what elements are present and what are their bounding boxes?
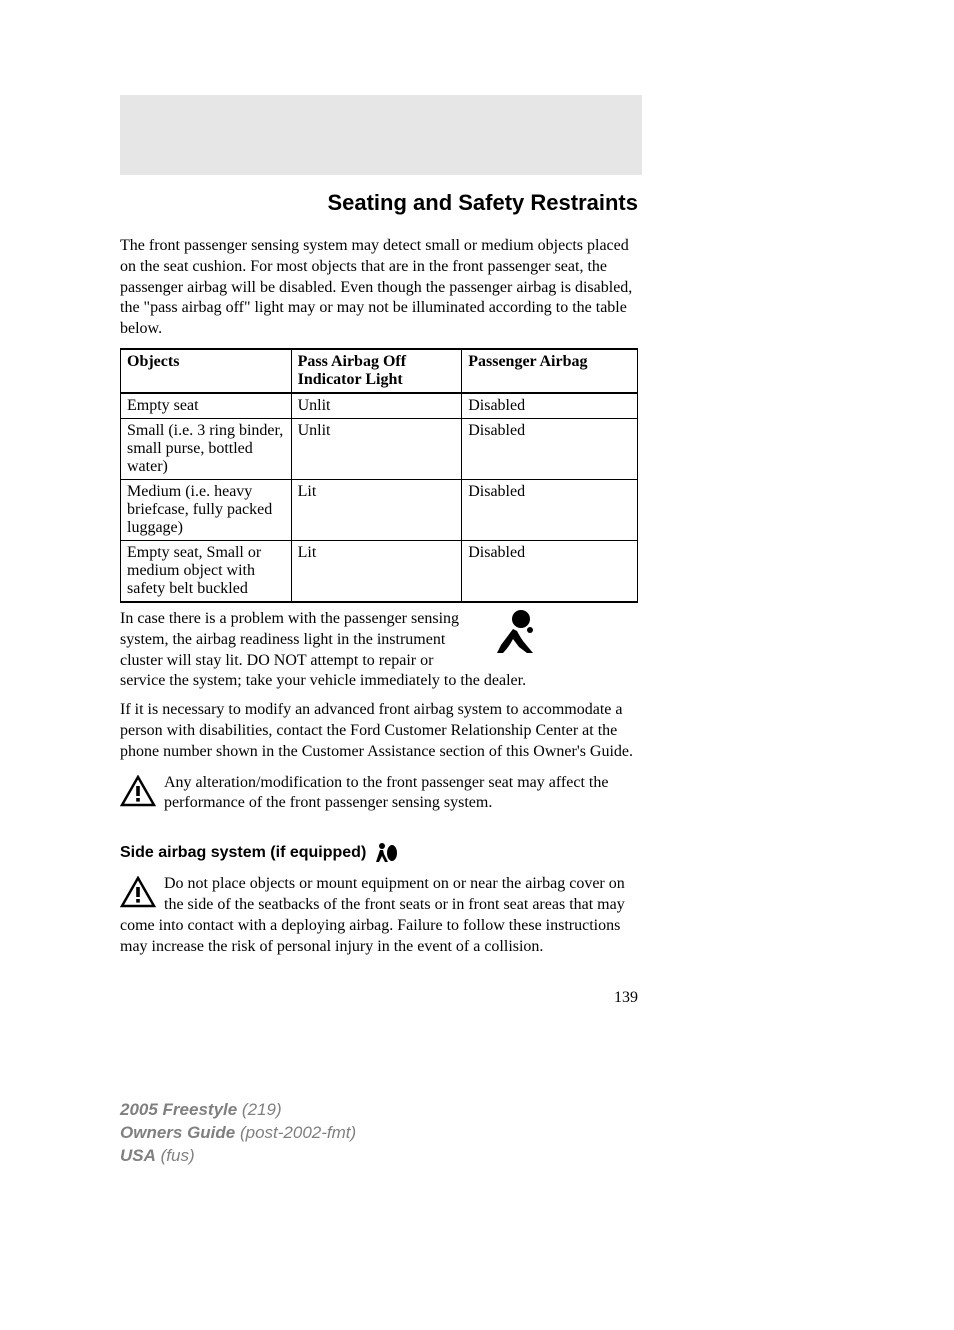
page-container: Seating and Safety Restraints The front …	[0, 95, 954, 1330]
warning-block-1: Any alteration/modification to the front…	[120, 773, 638, 815]
page-number: 139	[120, 989, 638, 1007]
table-cell: Disabled	[462, 540, 638, 602]
footer-model-code: (219)	[237, 1100, 281, 1119]
footer-region: USA	[120, 1146, 156, 1165]
table-cell: Disabled	[462, 418, 638, 479]
page-title: Seating and Safety Restraints	[0, 190, 638, 216]
table-row: Empty seat, Small or medium object with …	[121, 540, 638, 602]
table-cell: Disabled	[462, 393, 638, 419]
footer-guide: Owners Guide	[120, 1123, 235, 1142]
footer: 2005 Freestyle (219) Owners Guide (post-…	[120, 1099, 954, 1168]
footer-line-3: USA (fus)	[120, 1145, 954, 1168]
readiness-section: In case there is a problem with the pass…	[120, 609, 638, 692]
airbag-person-icon	[483, 609, 543, 659]
table-row: Medium (i.e. heavy briefcase, fully pack…	[121, 479, 638, 540]
table-row: Empty seat Unlit Disabled	[121, 393, 638, 419]
table-header-objects: Objects	[121, 349, 292, 393]
modify-paragraph: If it is necessary to modify an advanced…	[120, 700, 638, 762]
table-header-airbag: Passenger Airbag	[462, 349, 638, 393]
footer-guide-fmt: (post-2002-fmt)	[235, 1123, 356, 1142]
table-cell: Small (i.e. 3 ring binder, small purse, …	[121, 418, 292, 479]
table-cell: Empty seat, Small or medium object with …	[121, 540, 292, 602]
content-area: The front passenger sensing system may d…	[120, 236, 638, 1007]
footer-region-code: (fus)	[156, 1146, 195, 1165]
table-cell: Medium (i.e. heavy briefcase, fully pack…	[121, 479, 292, 540]
table-cell: Lit	[291, 540, 462, 602]
intro-paragraph: The front passenger sensing system may d…	[120, 236, 638, 340]
warning-triangle-icon	[120, 775, 156, 807]
warning-triangle-icon	[120, 876, 156, 908]
table-header-row: Objects Pass Airbag Off Indicator Light …	[121, 349, 638, 393]
side-airbag-icon	[372, 842, 398, 864]
readiness-paragraph: In case there is a problem with the pass…	[120, 609, 638, 692]
warning-block-2: Do not place objects or mount equipment …	[120, 874, 638, 957]
table-cell: Lit	[291, 479, 462, 540]
header-gray-bar	[120, 95, 642, 175]
warning-2-text: Do not place objects or mount equipment …	[120, 874, 638, 957]
footer-line-1: 2005 Freestyle (219)	[120, 1099, 954, 1122]
subheading-text: Side airbag system (if equipped)	[120, 844, 366, 862]
table-cell: Unlit	[291, 393, 462, 419]
table-header-indicator: Pass Airbag Off Indicator Light	[291, 349, 462, 393]
warning-1-text: Any alteration/modification to the front…	[164, 773, 638, 815]
table-cell: Unlit	[291, 418, 462, 479]
footer-line-2: Owners Guide (post-2002-fmt)	[120, 1122, 954, 1145]
table-cell: Disabled	[462, 479, 638, 540]
side-airbag-subheading: Side airbag system (if equipped)	[120, 842, 638, 864]
table-row: Small (i.e. 3 ring binder, small purse, …	[121, 418, 638, 479]
footer-model: 2005 Freestyle	[120, 1100, 237, 1119]
table-cell: Empty seat	[121, 393, 292, 419]
airbag-table: Objects Pass Airbag Off Indicator Light …	[120, 348, 638, 603]
